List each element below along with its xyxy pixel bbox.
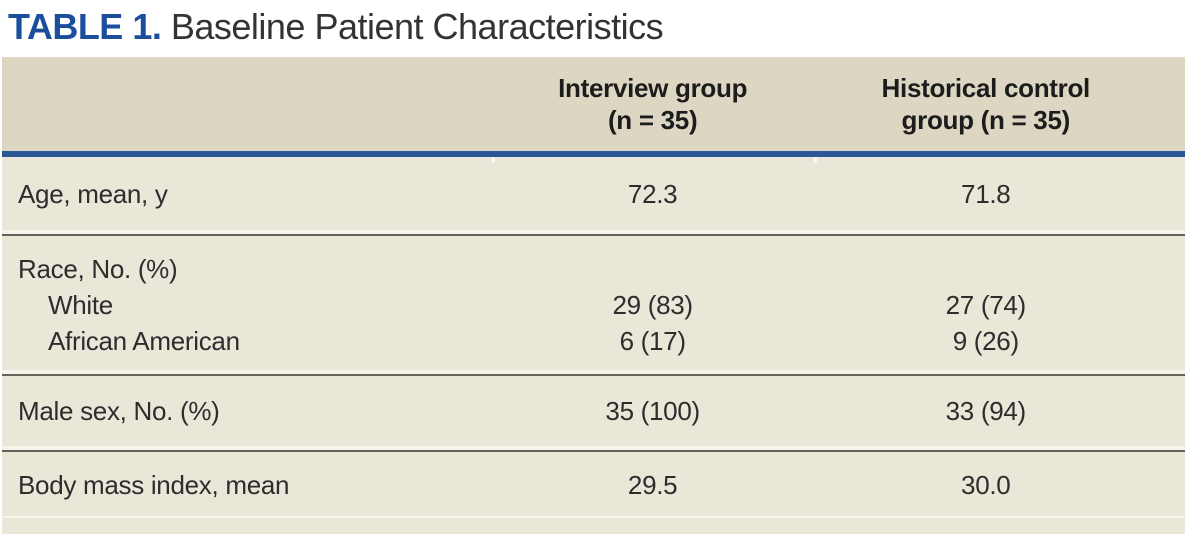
- cell-interview-value: 29.5: [491, 450, 814, 518]
- table-title-label: TABLE 1.: [8, 6, 162, 47]
- table-row-male-sex: Male sex, No. (%) 35 (100) 33 (94): [2, 374, 1185, 450]
- cell-interview-value: 35 (100): [491, 374, 814, 450]
- cell-control-value: 30.0: [813, 450, 1185, 518]
- cell-interview-value: 72.3: [491, 157, 814, 234]
- column-gap-notch: [813, 157, 817, 163]
- column-header-interview-group: Interview group (n = 35): [491, 57, 814, 157]
- column-header-line: Interview group: [558, 73, 748, 103]
- table-row-race-african-american: African American 6 (17) 9 (26): [2, 323, 1185, 374]
- cell-interview-value: [491, 234, 814, 287]
- row-label: Age, mean, y: [2, 157, 492, 234]
- cell-control-value: 33 (94): [813, 374, 1185, 450]
- table-row-race: Race, No. (%): [2, 234, 1185, 287]
- column-header-empty: [2, 57, 492, 157]
- baseline-characteristics-table: Interview group (n = 35) Historical cont…: [2, 57, 1185, 518]
- table-title-text: Baseline Patient Characteristics: [170, 6, 664, 47]
- cell-control-value: 27 (74): [813, 287, 1185, 323]
- column-header-line: group (n = 35): [901, 105, 1071, 135]
- cell-interview-value: 6 (17): [491, 323, 814, 374]
- table-row-body-mass-index: Body mass index, mean 29.5 30.0: [2, 450, 1185, 518]
- row-label: White: [2, 287, 492, 323]
- row-label: Male sex, No. (%): [2, 374, 492, 450]
- row-label: African American: [2, 323, 492, 374]
- table-container: Interview group (n = 35) Historical cont…: [2, 57, 1185, 534]
- column-gap-notch: [491, 157, 495, 163]
- cell-control-value: [813, 234, 1185, 287]
- column-header-line: Historical control: [881, 73, 1091, 103]
- cell-control-value: 71.8: [813, 157, 1185, 234]
- table-row-race-white: White 29 (83) 27 (74): [2, 287, 1185, 323]
- row-label: Body mass index, mean: [2, 450, 492, 518]
- table-row-age: Age, mean, y 72.3 71.8: [2, 157, 1185, 234]
- row-label: Race, No. (%): [2, 234, 492, 287]
- cell-control-value: 9 (26): [813, 323, 1185, 374]
- column-header-control-group: Historical control group (n = 35): [813, 57, 1185, 157]
- cell-interview-value: 29 (83): [491, 287, 814, 323]
- table-title: TABLE 1. Baseline Patient Characteristic…: [0, 0, 1189, 57]
- column-header-line: (n = 35): [607, 105, 698, 135]
- header-row: Interview group (n = 35) Historical cont…: [2, 57, 1185, 157]
